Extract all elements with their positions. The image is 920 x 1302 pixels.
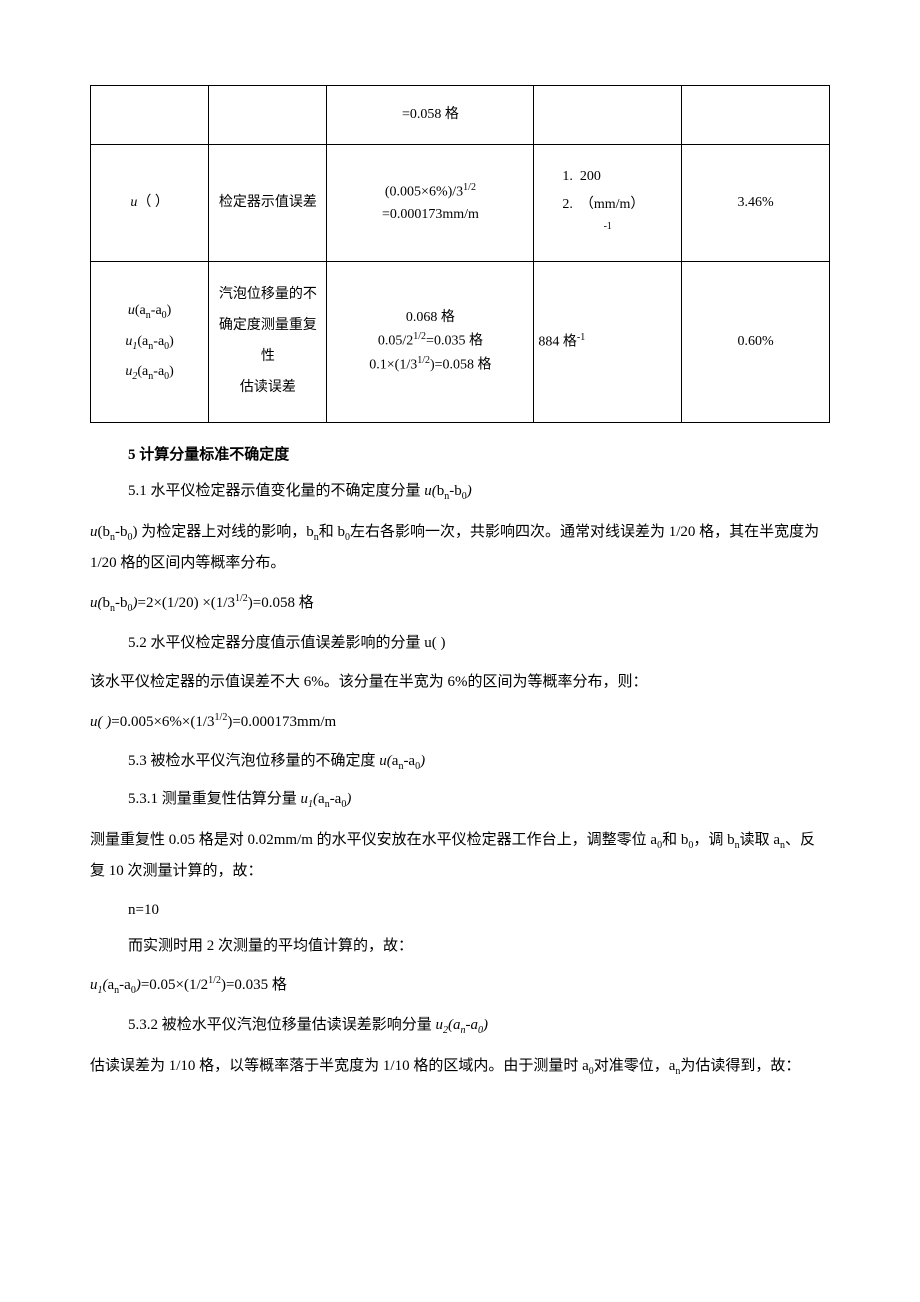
section-5-3-1-heading: 5.3.1 测量重复性估算分量 u1(an-a0) [90, 787, 830, 813]
section-5-3-1-p2: 而实测时用 2 次测量的平均值计算的，故： [90, 934, 830, 958]
section-5-3-1-paragraph: 测量重复性 0.05 格是对 0.02mm/m 的水平仪安放在水平仪检定器工作台… [90, 825, 830, 886]
section-5-3-1-formula: u1(an-a0)=0.05×(1/21/2)=0.035 格 [90, 970, 830, 1001]
cell: 汽泡位移量的不确定度测量重复性 估读误差 [209, 262, 327, 422]
cell: 0.068 格 0.05/21/2=0.035 格 0.1×(1/31/2)=0… [327, 262, 534, 422]
section-5-2-heading: 5.2 水平仪检定器分度值示值误差影响的分量 u( ) [90, 631, 830, 655]
section-5-3-2-paragraph: 估读误差为 1/10 格，以等概率落于半宽度为 1/10 格的区域内。由于测量时… [90, 1051, 830, 1082]
cell [682, 86, 830, 145]
cell: 3.46% [682, 145, 830, 262]
table-row: u（ ） 检定器示值误差 (0.005×6%)/31/2 =0.000173mm… [91, 145, 830, 262]
section-5-1-heading: 5.1 水平仪检定器示值变化量的不确定度分量 u(bn-b0) [90, 479, 830, 505]
section-5-3-2-heading: 5.3.2 被检水平仪汽泡位移量估读误差影响分量 u2(an-a0) [90, 1013, 830, 1039]
cell: 0.60% [682, 262, 830, 422]
cell [209, 86, 327, 145]
section-5-3-1-n: n=10 [90, 898, 830, 922]
cell [91, 86, 209, 145]
cell: u（ ） [91, 145, 209, 262]
section-5-3-heading: 5.3 被检水平仪汽泡位移量的不确定度 u(an-a0) [90, 749, 830, 775]
cell: 检定器示值误差 [209, 145, 327, 262]
cell [534, 86, 682, 145]
uncertainty-table: =0.058 格 u（ ） 检定器示值误差 (0.005×6%)/31/2 =0… [90, 85, 830, 423]
table-row: =0.058 格 [91, 86, 830, 145]
section-5-2-paragraph: 该水平仪检定器的示值误差不大 6%。该分量在半宽为 6%的区间为等概率分布，则： [90, 667, 830, 697]
cell: 1. 200 2. （mm/m） -1 [534, 145, 682, 262]
section-5-heading: 5 计算分量标准不确定度 [90, 443, 830, 467]
cell: (0.005×6%)/31/2 =0.000173mm/m [327, 145, 534, 262]
section-5-2-formula: u( )=0.005×6%×(1/31/2)=0.000173mm/m [90, 707, 830, 737]
cell: 884 格-1 [534, 262, 682, 422]
section-5-1-formula: u(bn-b0)=2×(1/20) ×(1/31/2)=0.058 格 [90, 588, 830, 619]
cell: u(an-a0) u1(an-a0) u2(an-a0) [91, 262, 209, 422]
section-5-1-paragraph: u(bn-b0) 为检定器上对线的影响，bn和 b0左右各影响一次，共影响四次。… [90, 517, 830, 578]
table-row: u(an-a0) u1(an-a0) u2(an-a0) 汽泡位移量的不确定度测… [91, 262, 830, 422]
cell: =0.058 格 [327, 86, 534, 145]
